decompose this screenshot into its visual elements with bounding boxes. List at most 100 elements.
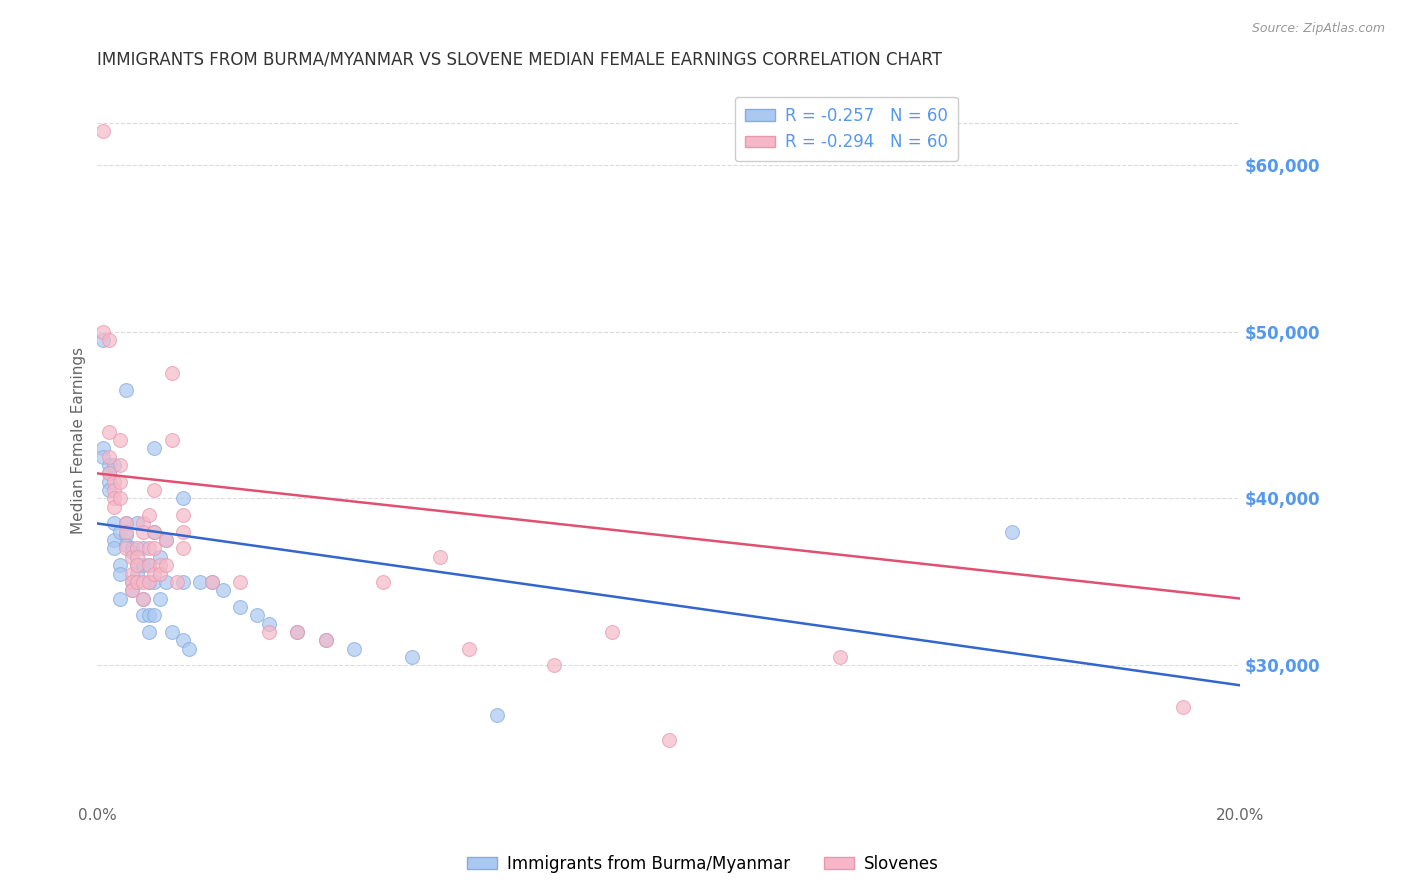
Point	[658, 733, 681, 747]
Point	[229, 599, 252, 614]
Point	[103, 458, 125, 472]
Point	[138, 541, 160, 556]
Point	[127, 516, 149, 531]
Point	[285, 624, 308, 639]
Point	[103, 491, 125, 506]
Point	[115, 538, 138, 552]
Point	[155, 558, 177, 573]
Point	[246, 608, 269, 623]
Point	[132, 591, 155, 606]
Point	[97, 458, 120, 472]
Point	[155, 574, 177, 589]
Point	[108, 558, 131, 573]
Point	[143, 608, 166, 623]
Point	[115, 528, 138, 542]
Point	[97, 475, 120, 489]
Point	[149, 591, 172, 606]
Point	[132, 558, 155, 573]
Point	[486, 708, 509, 723]
Point	[201, 574, 224, 589]
Point	[143, 524, 166, 539]
Point	[143, 566, 166, 581]
Point	[138, 574, 160, 589]
Point	[132, 574, 155, 589]
Point	[1171, 700, 1194, 714]
Point	[543, 658, 565, 673]
Point	[103, 541, 125, 556]
Point	[172, 574, 194, 589]
Point	[138, 624, 160, 639]
Point	[229, 574, 252, 589]
Point	[143, 483, 166, 497]
Point	[138, 508, 160, 523]
Point	[91, 450, 114, 464]
Point	[257, 624, 280, 639]
Point	[138, 558, 160, 573]
Point	[108, 566, 131, 581]
Point	[143, 524, 166, 539]
Point	[97, 450, 120, 464]
Point	[138, 608, 160, 623]
Point	[1001, 524, 1024, 539]
Point	[127, 566, 149, 581]
Point	[172, 508, 194, 523]
Point	[138, 574, 160, 589]
Point	[371, 574, 394, 589]
Point	[115, 383, 138, 397]
Point	[103, 475, 125, 489]
Point	[172, 491, 194, 506]
Point	[149, 549, 172, 564]
Point	[91, 333, 114, 347]
Point	[127, 549, 149, 564]
Point	[315, 633, 337, 648]
Point	[143, 541, 166, 556]
Point	[343, 641, 366, 656]
Point	[188, 574, 211, 589]
Point	[103, 516, 125, 531]
Point	[212, 583, 235, 598]
Point	[103, 533, 125, 548]
Point	[97, 467, 120, 481]
Point	[830, 649, 852, 664]
Point	[143, 442, 166, 456]
Point	[108, 433, 131, 447]
Point	[103, 483, 125, 497]
Point	[132, 524, 155, 539]
Point	[97, 333, 120, 347]
Point	[121, 583, 143, 598]
Legend: Immigrants from Burma/Myanmar, Slovenes: Immigrants from Burma/Myanmar, Slovenes	[461, 848, 945, 880]
Point	[257, 616, 280, 631]
Point	[160, 433, 183, 447]
Point	[115, 516, 138, 531]
Point	[285, 624, 308, 639]
Point	[103, 500, 125, 514]
Point	[121, 566, 143, 581]
Point	[172, 541, 194, 556]
Point	[108, 524, 131, 539]
Point	[91, 325, 114, 339]
Point	[177, 641, 200, 656]
Point	[115, 541, 138, 556]
Point	[132, 541, 155, 556]
Point	[132, 516, 155, 531]
Point	[138, 558, 160, 573]
Point	[108, 591, 131, 606]
Point	[166, 574, 188, 589]
Point	[127, 558, 149, 573]
Point	[457, 641, 479, 656]
Point	[121, 574, 143, 589]
Point	[155, 533, 177, 548]
Point	[91, 442, 114, 456]
Point	[115, 516, 138, 531]
Point	[429, 549, 451, 564]
Point	[121, 545, 143, 559]
Point	[97, 467, 120, 481]
Point	[127, 574, 149, 589]
Text: Source: ZipAtlas.com: Source: ZipAtlas.com	[1251, 22, 1385, 36]
Point	[600, 624, 623, 639]
Y-axis label: Median Female Earnings: Median Female Earnings	[72, 346, 86, 533]
Point	[97, 483, 120, 497]
Point	[108, 458, 131, 472]
Point	[108, 475, 131, 489]
Point	[121, 574, 143, 589]
